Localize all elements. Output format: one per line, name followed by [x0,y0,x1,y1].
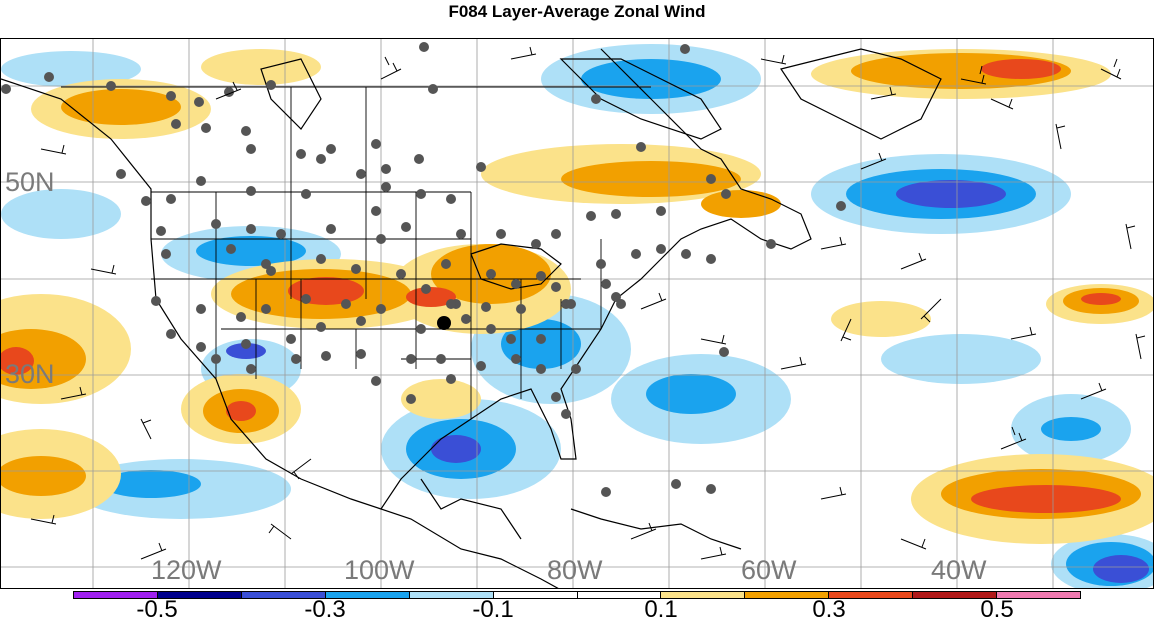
lon-label-40w: 40W [931,555,987,585]
lon-label-80w: 80W [547,555,603,585]
colorbar-label: 0.5 [980,596,1014,623]
lat-label-50n: 50N [5,167,55,197]
station-markers [1,42,846,497]
lon-label-100w: 100W [344,555,415,585]
map-panel[interactable]: 50N 30N 120W 100W 80W 60W 40W [0,38,1154,589]
colorbar [73,591,1081,599]
colorbar-swatch [493,592,578,598]
colorbar-label: 0.3 [812,596,846,623]
map-title: F084 Layer-Average Zonal Wind [448,2,706,21]
graticule [1,39,1153,588]
map-canvas [1,39,1153,588]
coastlines [1,48,942,588]
colorbar-swatch [913,592,998,598]
highlight-station-marker [437,316,451,330]
colorbar-swatch [74,592,158,598]
political-borders [61,86,651,419]
colorbar-swatch [997,592,1081,598]
lon-label-120w: 120W [151,555,222,585]
lon-label-60w: 60W [741,555,797,585]
colorbar-swatch [409,592,494,598]
colorbar-label: 0.1 [644,596,678,623]
colorbar-label: -0.5 [136,596,178,623]
colorbar-swatch [661,592,746,598]
colorbar-label: -0.1 [472,596,514,623]
colorbar-swatch [157,592,242,598]
colorbar-swatch [577,592,662,598]
colorbar-swatch [241,592,326,598]
lat-label-30n: 30N [5,359,55,389]
colorbar-swatch [829,592,914,598]
colorbar-swatch [325,592,410,598]
shading-layer [1,44,1153,588]
wind-barbs [30,46,1146,560]
colorbar-label: -0.3 [304,596,346,623]
colorbar-swatch [745,592,830,598]
